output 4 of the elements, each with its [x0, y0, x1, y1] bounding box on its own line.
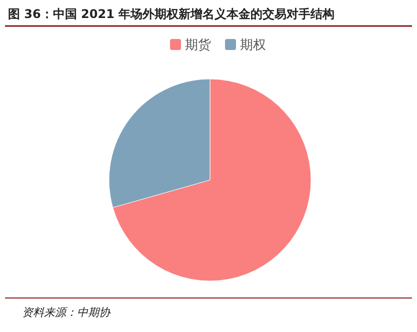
legend-label: 期权	[240, 38, 266, 53]
chart-title: 图 36：中国 2021 年场外期权新增名义本金的交易对手结构	[8, 7, 335, 21]
text: 资料来源：中期协	[22, 306, 111, 319]
legend-label: 期货	[185, 38, 211, 53]
